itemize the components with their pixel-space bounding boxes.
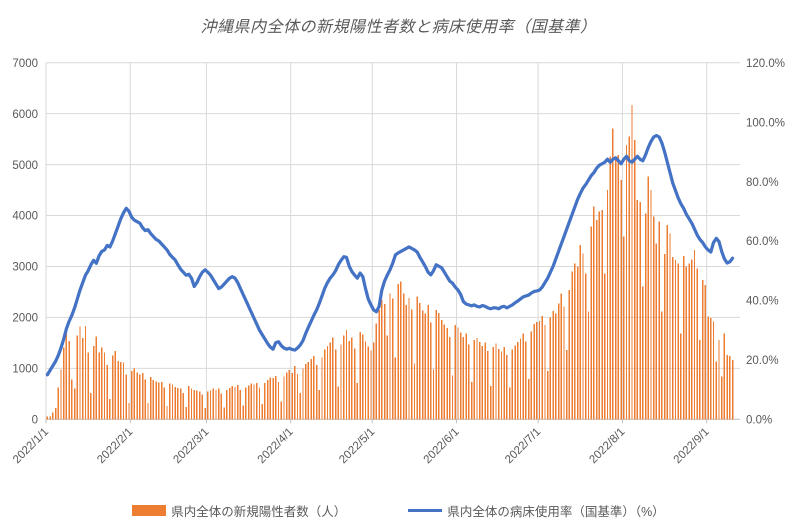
svg-text:2022/4/1: 2022/4/1 [256, 426, 296, 466]
svg-text:1000: 1000 [12, 364, 38, 376]
right-axis-labels: 0.0% 20.0% 40.0% 60.0% 80.0% 100.0% 120.0% [746, 58, 785, 427]
svg-text:4000: 4000 [12, 211, 38, 223]
axis-ticks [45, 418, 740, 424]
legend-cases-label: 県内全体の新規陽性者数（人） [171, 505, 347, 519]
legend-item-usage[interactable]: 県内全体の病床使用率（国基準）（%） [408, 501, 665, 520]
legend-item-cases[interactable]: 県内全体の新規陽性者数（人） [132, 501, 346, 520]
svg-text:0: 0 [32, 415, 38, 427]
legend: 県内全体の新規陽性者数（人） 県内全体の病床使用率（国基準）（%） [0, 501, 797, 520]
svg-text:2022/5/1: 2022/5/1 [337, 426, 377, 466]
svg-text:20.0%: 20.0% [746, 355, 779, 367]
svg-text:40.0%: 40.0% [746, 296, 779, 308]
usage-line [45, 133, 735, 377]
svg-text:100.0%: 100.0% [746, 117, 785, 129]
chart-title: 沖縄県内全体の新規陽性者数と病床使用率（国基準） [200, 19, 597, 36]
svg-text:7000: 7000 [12, 58, 38, 70]
svg-text:2022/8/1: 2022/8/1 [587, 426, 627, 466]
left-axis-labels: 0 1000 2000 3000 4000 5000 6000 7000 [12, 58, 38, 427]
x-axis-labels: 2022/1/1 2022/2/1 2022/3/1 2022/4/1 2022/5/1… [11, 426, 712, 466]
svg-text:5000: 5000 [12, 160, 38, 172]
svg-text:2000: 2000 [12, 313, 38, 325]
svg-text:2022/9/1: 2022/9/1 [672, 426, 712, 466]
svg-text:3000: 3000 [12, 262, 38, 274]
usage-series-swatch [408, 508, 443, 513]
x-gridlines [45, 62, 708, 420]
svg-text:0.0%: 0.0% [746, 415, 772, 427]
cases-series-swatch [132, 505, 167, 516]
svg-text:60.0%: 60.0% [746, 236, 779, 248]
svg-text:2022/3/1: 2022/3/1 [171, 426, 211, 466]
svg-text:2022/2/1: 2022/2/1 [95, 426, 135, 466]
svg-text:80.0%: 80.0% [746, 177, 779, 189]
svg-text:2022/6/1: 2022/6/1 [422, 426, 462, 466]
svg-text:120.0%: 120.0% [746, 58, 785, 70]
legend-usage-label: 県内全体の病床使用率（国基準）（%） [447, 505, 665, 519]
svg-text:6000: 6000 [12, 109, 38, 121]
bars-series [46, 105, 734, 420]
svg-text:2022/1/1: 2022/1/1 [11, 426, 51, 466]
svg-text:2022/7/1: 2022/7/1 [503, 426, 543, 466]
